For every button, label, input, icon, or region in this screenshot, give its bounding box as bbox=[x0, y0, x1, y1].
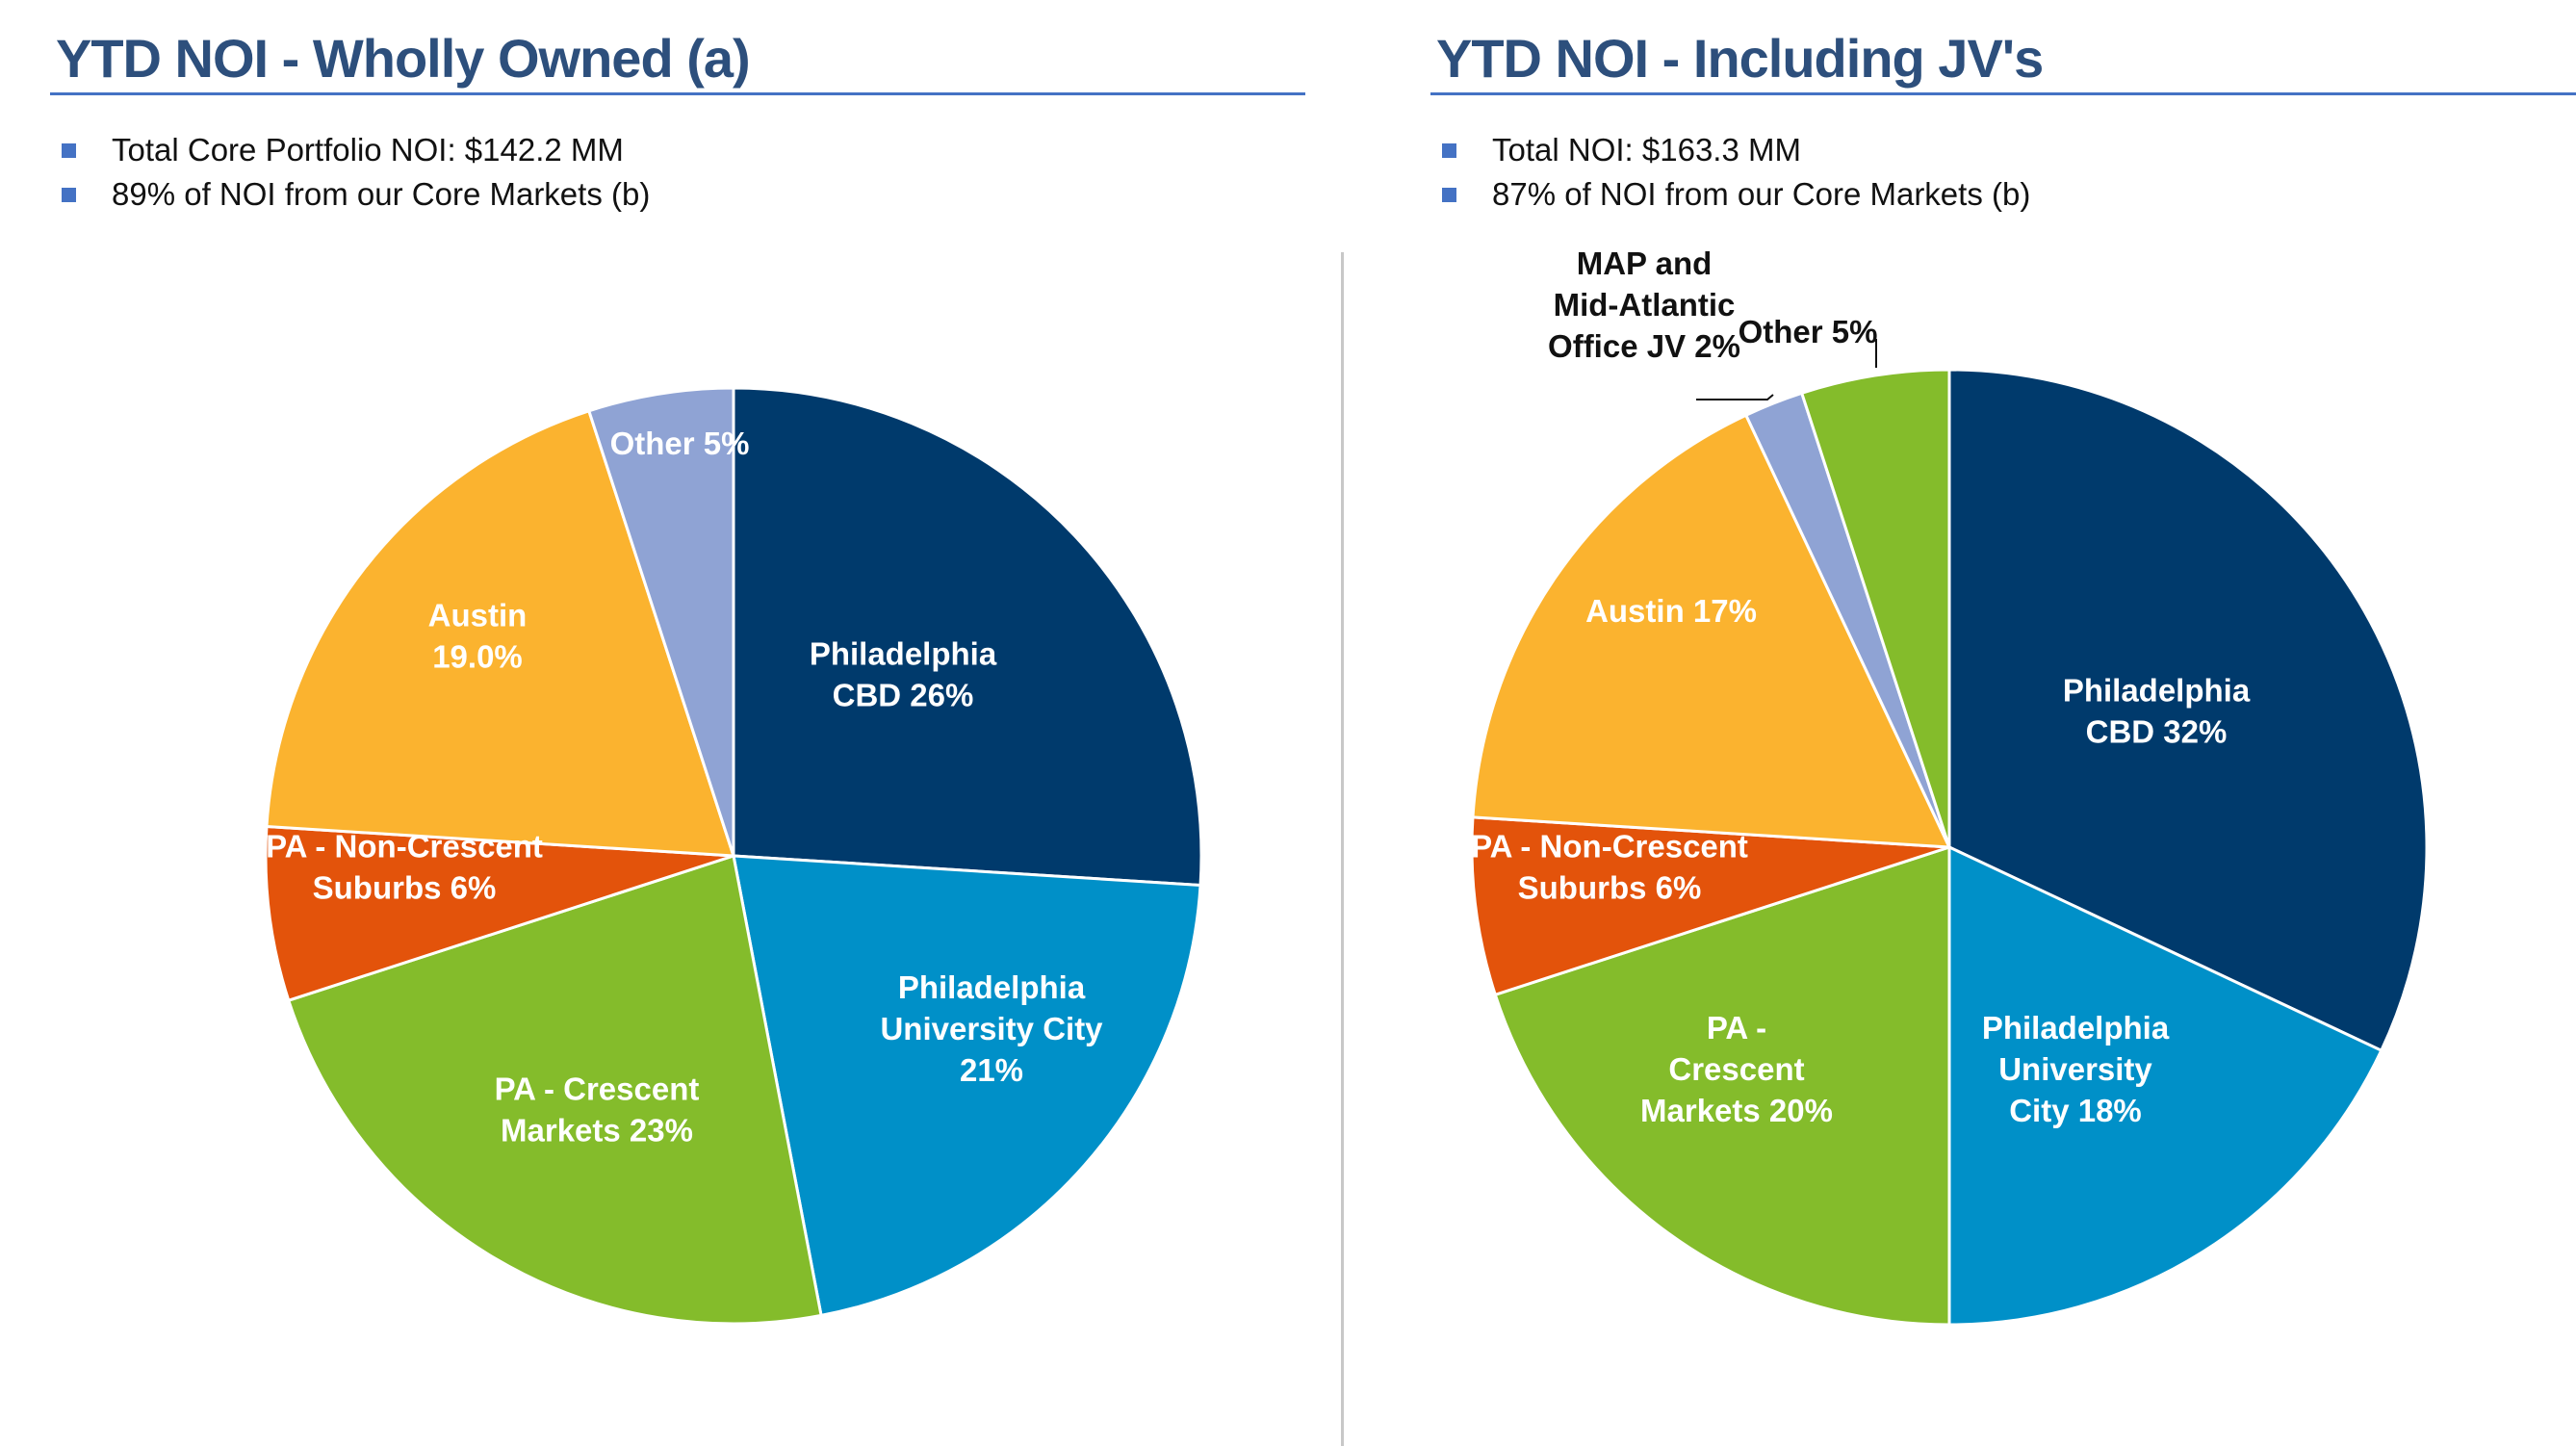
right-bullet-text: 87% of NOI from our Core Markets (b) bbox=[1492, 176, 2031, 212]
pie-chart-wholly-owned: Philadelphia CBD 26% Philadelphia Universit… bbox=[264, 386, 1203, 1326]
slice-label-pa-crescent: PA - Crescent Markets 20% bbox=[1640, 1010, 1833, 1128]
slice-label-line: Mid-Atlantic bbox=[1554, 287, 1736, 323]
slice-label-line: Other 5% bbox=[1739, 314, 1878, 349]
slice-label-line: Philadelphia bbox=[1982, 1010, 2170, 1046]
slice-label-line: Crescent bbox=[1668, 1051, 1804, 1087]
left-bullet-text: Total Core Portfolio NOI: $142.2 MM bbox=[112, 132, 624, 168]
right-bullet-text: Total NOI: $163.3 MM bbox=[1492, 132, 1801, 168]
slice-label-line: City 18% bbox=[2009, 1093, 2142, 1128]
right-bullet-item: Total NOI: $163.3 MM bbox=[1442, 128, 2030, 172]
right-bullet-item: 87% of NOI from our Core Markets (b) bbox=[1442, 172, 2030, 217]
right-bullet-list: Total NOI: $163.3 MM 87% of NOI from our… bbox=[1442, 128, 2030, 217]
pie-slice-other bbox=[1799, 368, 1951, 848]
left-chart-title: YTD NOI - Wholly Owned (a) bbox=[56, 28, 751, 89]
slice-label-line: PA - Crescent bbox=[495, 1072, 700, 1107]
slice-label-other: Other 5% bbox=[610, 426, 750, 461]
pie-slice-pa-non-crescent bbox=[1470, 815, 1950, 997]
slice-label-line: Other 5% bbox=[610, 426, 750, 461]
slice-label-line: PA - Non-Crescent bbox=[266, 829, 543, 865]
slice-label-line: PA - bbox=[1707, 1010, 1766, 1046]
left-panel: YTD NOI - Wholly Owned (a) Total Core Po… bbox=[50, 28, 1305, 217]
pie-slice-pa-non-crescent bbox=[264, 824, 734, 1003]
slice-label-line: Philadelphia bbox=[898, 969, 1086, 1005]
pie-slice-austin bbox=[265, 408, 736, 858]
slice-label-line: Suburbs 6% bbox=[313, 870, 497, 906]
slice-label-philadelphia-cbd: Philadelphia CBD 32% bbox=[2063, 673, 2251, 750]
bullet-square-icon bbox=[62, 143, 76, 158]
pie-slice-philadelphia-university-city bbox=[732, 854, 1202, 1318]
slice-label-line: Office JV 2% bbox=[1548, 328, 1740, 364]
slice-label-pa-non-crescent: PA - Non-Crescent Suburbs 6% bbox=[1471, 829, 1748, 906]
slice-label-line: CBD 26% bbox=[833, 678, 974, 713]
slice-label-line: University City bbox=[880, 1011, 1103, 1046]
slice-label-pa-crescent: PA - Crescent Markets 23% bbox=[495, 1072, 700, 1149]
slice-label-line: CBD 32% bbox=[2086, 714, 2228, 750]
slice-label-philadelphia-university-city: Philadelphia University City 18% bbox=[1982, 1010, 2170, 1128]
bullet-square-icon bbox=[62, 188, 76, 202]
slice-label-line: 21% bbox=[960, 1052, 1023, 1088]
slice-label-line: Austin 17% bbox=[1585, 593, 1757, 629]
right-panel: YTD NOI - Including JV's Total NOI: $163… bbox=[1377, 0, 2576, 1446]
pie-slice-austin bbox=[1471, 413, 1952, 849]
pie-slice-pa-crescent bbox=[1493, 844, 1951, 1327]
slice-label-line: Suburbs 6% bbox=[1518, 870, 1702, 906]
pie-slice-pa-crescent bbox=[286, 854, 823, 1326]
panel-divider bbox=[1341, 252, 1344, 1446]
slice-label-line: Philadelphia bbox=[2063, 673, 2251, 709]
slice-label-line: Philadelphia bbox=[810, 636, 997, 672]
left-title-rule bbox=[50, 92, 1305, 95]
leader-line-map-mid-atlantic-jv bbox=[1696, 394, 1774, 400]
slice-label-line: Markets 20% bbox=[1640, 1093, 1833, 1128]
slice-label-line: MAP and bbox=[1577, 245, 1713, 281]
pie-slice-philadelphia-university-city bbox=[1947, 844, 2383, 1327]
slice-label-line: Markets 23% bbox=[501, 1113, 693, 1149]
slice-label-pa-non-crescent: PA - Non-Crescent Suburbs 6% bbox=[266, 829, 543, 906]
slice-label-austin: Austin 19.0% bbox=[428, 598, 528, 675]
pie-chart-including-jvs: Philadelphia CBD 32% Philadelphia Universit… bbox=[1470, 245, 2429, 1327]
left-bullet-item: Total Core Portfolio NOI: $142.2 MM bbox=[62, 128, 650, 172]
slice-label-line: 19.0% bbox=[432, 639, 523, 675]
slice-label-line: Austin bbox=[428, 598, 528, 633]
slice-label-philadelphia-cbd: Philadelphia CBD 26% bbox=[810, 636, 997, 713]
pie-slice-other bbox=[586, 386, 735, 857]
slice-label-line: University bbox=[1998, 1051, 2152, 1087]
pie-slice-philadelphia-cbd bbox=[732, 386, 1203, 888]
right-chart-title: YTD NOI - Including JV's bbox=[1436, 28, 2044, 89]
pie-slice-philadelphia-cbd bbox=[1947, 368, 2429, 1053]
right-title-rule bbox=[1430, 92, 2576, 95]
left-bullet-item: 89% of NOI from our Core Markets (b) bbox=[62, 172, 650, 217]
slice-label-line: PA - Non-Crescent bbox=[1471, 829, 1748, 865]
slice-label-philadelphia-university-city: Philadelphia University City 21% bbox=[880, 969, 1103, 1088]
slice-label-austin: Austin 17% bbox=[1585, 593, 1757, 629]
slice-label-other: Other 5% bbox=[1739, 314, 1878, 349]
left-bullet-text: 89% of NOI from our Core Markets (b) bbox=[112, 176, 651, 212]
left-bullet-list: Total Core Portfolio NOI: $142.2 MM 89% … bbox=[62, 128, 650, 217]
bullet-square-icon bbox=[1442, 188, 1456, 202]
bullet-square-icon bbox=[1442, 143, 1456, 158]
slice-label-map-mid-atlantic-jv: MAP and Mid-Atlantic Office JV 2% bbox=[1548, 245, 1740, 364]
